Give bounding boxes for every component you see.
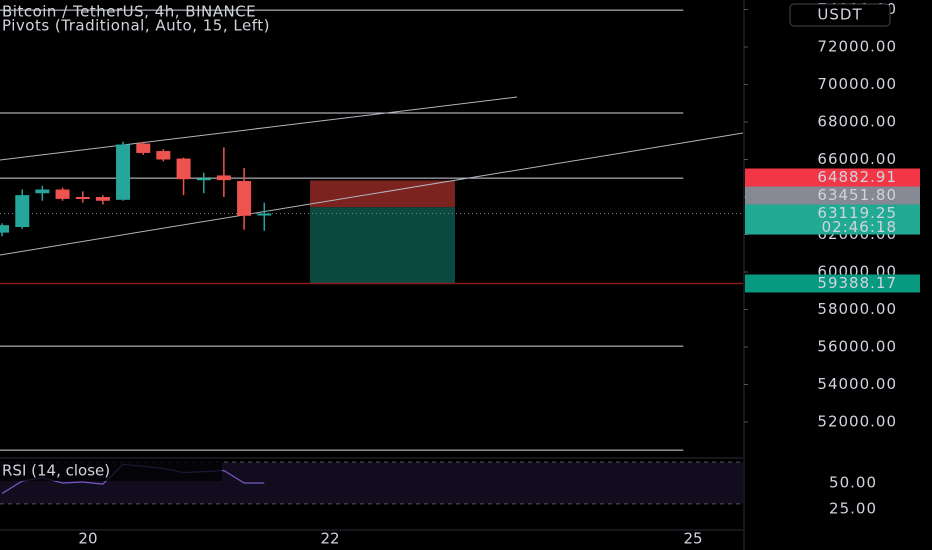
rsi-tick-label: 50.00 bbox=[829, 474, 877, 492]
candle-body bbox=[35, 189, 50, 194]
candle-body bbox=[176, 158, 191, 180]
candle-body bbox=[15, 195, 30, 228]
x-tick-label: 22 bbox=[320, 530, 339, 548]
candle-body bbox=[136, 143, 151, 153]
price-tag-label: 64882.91 bbox=[817, 168, 897, 186]
price-tag-label: 63119.25 bbox=[817, 204, 897, 222]
y-tick-label: 66000.00 bbox=[817, 150, 897, 168]
countdown: 02:46:18 bbox=[822, 218, 897, 236]
y-tick-label: 72000.00 bbox=[817, 38, 897, 56]
price-tag bbox=[745, 204, 920, 235]
price-tag-label: 59388.17 bbox=[817, 274, 897, 292]
price-tag bbox=[745, 168, 920, 187]
chart-title: Bitcoin / TetherUS, 4h, BINANCE bbox=[2, 3, 256, 21]
chart-subtitle: Pivots (Traditional, Auto, 15, Left) bbox=[2, 17, 270, 35]
currency-button[interactable]: USDT bbox=[817, 6, 862, 24]
candle-body bbox=[257, 213, 272, 216]
y-tick-label: 70000.00 bbox=[817, 75, 897, 93]
candle-body bbox=[0, 225, 10, 233]
price-tag-label: 63451.80 bbox=[817, 186, 897, 204]
candle-body bbox=[216, 175, 231, 181]
candle-body bbox=[156, 151, 171, 160]
candle-body bbox=[55, 189, 70, 199]
trendline bbox=[0, 96, 518, 161]
trendline bbox=[0, 132, 744, 256]
x-tick-label: 25 bbox=[683, 530, 702, 548]
price-tag bbox=[745, 274, 920, 293]
rsi-label-bg bbox=[0, 461, 222, 481]
candle-body bbox=[95, 197, 110, 201]
y-tick-label: 58000.00 bbox=[817, 300, 897, 318]
price-tag bbox=[745, 186, 920, 205]
candle-body bbox=[75, 197, 90, 200]
rsi-label: RSI (14, close) bbox=[2, 462, 110, 480]
currency-button-bg[interactable] bbox=[789, 3, 891, 27]
candle-body bbox=[237, 181, 252, 216]
y-tick-label: 56000.00 bbox=[817, 338, 897, 356]
target-zone bbox=[310, 207, 455, 284]
candle-body bbox=[116, 144, 131, 200]
y-tick-label: 52000.00 bbox=[817, 413, 897, 431]
stop-zone bbox=[310, 180, 455, 208]
x-tick-label: 20 bbox=[78, 530, 97, 548]
y-tick-label: 54000.00 bbox=[817, 375, 897, 393]
y-tick-label: 68000.00 bbox=[817, 113, 897, 131]
rsi-tick-label: 25.00 bbox=[829, 500, 877, 518]
candle-body bbox=[196, 178, 211, 181]
